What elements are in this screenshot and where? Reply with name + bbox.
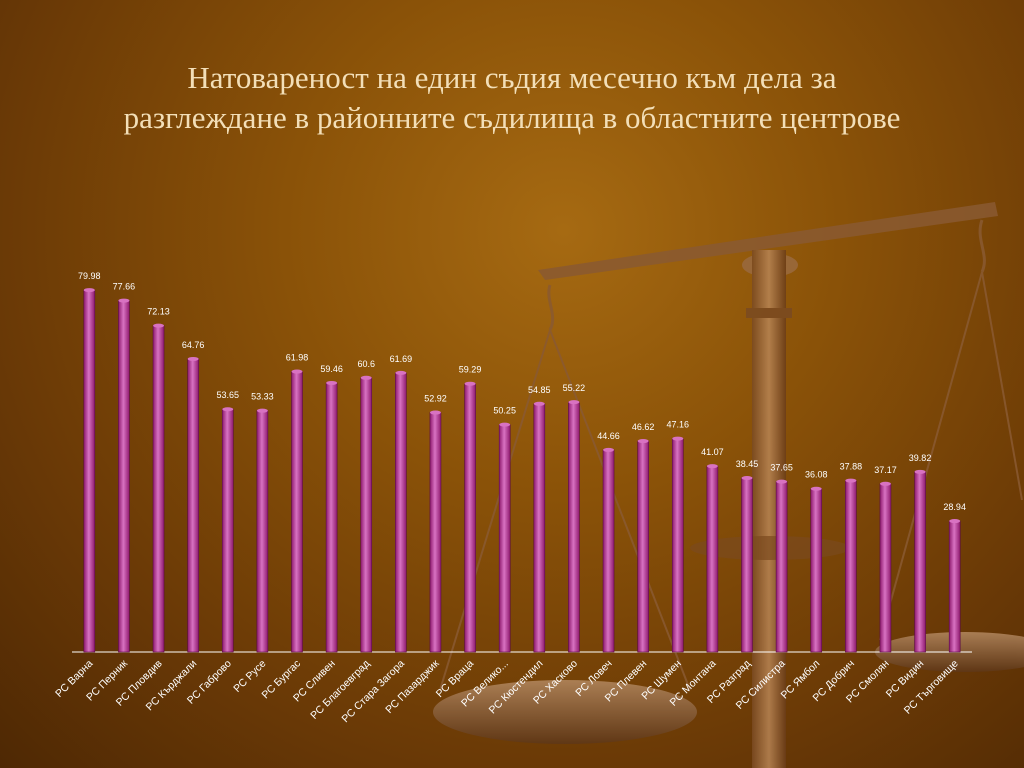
value-label: 59.29: [459, 365, 482, 375]
bar: [948, 520, 961, 653]
value-label: 53.65: [217, 390, 240, 400]
bar-cap: [429, 410, 441, 415]
value-label: 37.17: [874, 465, 897, 475]
bar-cap: [222, 407, 234, 412]
value-label: 41.07: [701, 447, 724, 457]
value-label: 79.98: [78, 271, 101, 281]
bar-cap: [603, 447, 615, 452]
bar-cap: [326, 380, 338, 385]
bar: [325, 382, 338, 653]
value-label: 50.25: [493, 406, 516, 416]
left-cord-b: [549, 329, 691, 691]
category-label: РС Стара Загора: [340, 658, 408, 726]
bar-cap: [914, 469, 926, 474]
bar-cap: [533, 401, 545, 406]
scale-collar: [746, 308, 792, 318]
bar-cap: [568, 400, 580, 405]
value-label: 61.98: [286, 353, 309, 363]
bar-cap: [256, 408, 268, 413]
bar: [464, 383, 476, 653]
bar-cap: [810, 486, 822, 491]
bar: [706, 465, 719, 653]
bar-cap: [464, 381, 476, 386]
bar-cap: [776, 479, 788, 484]
bar: [291, 371, 303, 653]
bar: [775, 481, 788, 653]
bar: [256, 410, 269, 653]
bar: [845, 480, 857, 653]
value-label: 54.85: [528, 385, 551, 395]
bar: [568, 401, 580, 653]
bar-cap: [499, 422, 511, 427]
left-cord-a: [439, 329, 551, 691]
bar: [879, 483, 892, 653]
bar-cap: [845, 478, 857, 483]
bar-cap: [741, 476, 753, 481]
value-label: 39.82: [909, 453, 932, 463]
title-line-1: Натовареност на един съдия месечно към д…: [187, 60, 837, 95]
value-label: 77.66: [113, 282, 136, 292]
bar: [221, 408, 234, 653]
bar: [429, 412, 442, 653]
right-chain: [978, 219, 986, 273]
bar: [187, 358, 199, 653]
value-label: 38.45: [736, 459, 759, 469]
value-label: 52.92: [424, 394, 447, 404]
bar: [602, 449, 615, 653]
left-chain: [547, 284, 555, 331]
bar: [741, 477, 753, 653]
value-label: 37.88: [840, 462, 863, 472]
bar-cap: [118, 298, 130, 303]
value-label: 37.65: [770, 463, 793, 473]
bar-cap: [83, 288, 95, 293]
value-label: 60.6: [357, 359, 375, 369]
bar: [810, 488, 823, 653]
bar-cap: [187, 356, 199, 361]
value-label: 61.69: [390, 354, 413, 364]
bar-cap: [949, 519, 961, 524]
value-label: 53.33: [251, 392, 274, 402]
value-label: 44.66: [597, 431, 620, 441]
category-label: РС Благоевград: [308, 658, 372, 722]
bar-cap: [879, 481, 891, 486]
bar-cap: [706, 464, 718, 469]
bar: [83, 289, 96, 653]
right-cord-a: [879, 271, 983, 641]
title-line-2: разглеждане в районните съдилища в облас…: [123, 100, 901, 135]
value-label: 46.62: [632, 422, 655, 432]
bar: [533, 403, 546, 653]
bar-cap: [291, 369, 303, 374]
bar: [498, 424, 511, 653]
bar: [152, 325, 165, 653]
value-label: 28.94: [943, 502, 966, 512]
bar-cap: [153, 323, 165, 328]
value-label: 64.76: [182, 340, 205, 350]
bar: [914, 471, 926, 653]
scale-base: [690, 536, 850, 560]
right-cord-b: [981, 271, 1023, 501]
bar: [637, 440, 649, 653]
bar-cap: [360, 375, 372, 380]
value-label: 36.08: [805, 470, 828, 480]
bar-cap: [395, 370, 407, 375]
value-label: 47.16: [667, 420, 690, 430]
bar: [671, 438, 684, 653]
bar: [118, 300, 130, 653]
value-label: 55.22: [563, 383, 586, 393]
bar-cap: [637, 439, 649, 444]
left-pan: [433, 680, 697, 744]
value-label: 72.13: [147, 307, 170, 317]
bar: [360, 377, 373, 653]
slide-title: Натовареност на един съдия месечно към д…: [40, 58, 984, 138]
bar: [395, 372, 407, 653]
bar-cap: [672, 436, 684, 441]
scale-beam: [538, 202, 998, 280]
value-label: 59.46: [320, 364, 343, 374]
